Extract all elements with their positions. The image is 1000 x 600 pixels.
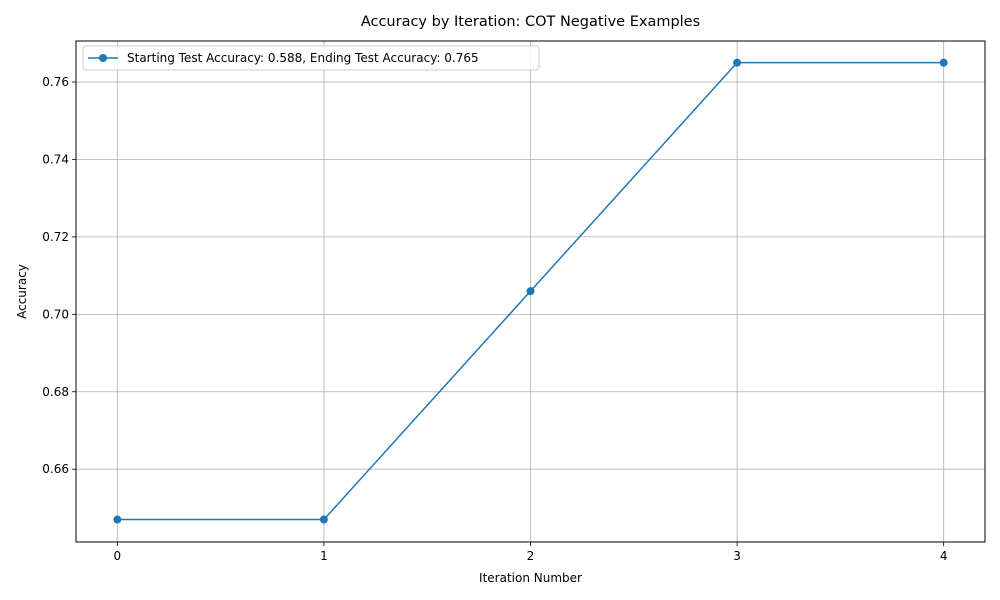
x-tick-label: 3 (733, 549, 741, 563)
legend: Starting Test Accuracy: 0.588, Ending Te… (82, 45, 540, 71)
x-tick-label: 1 (320, 549, 328, 563)
x-tick-label: 4 (940, 549, 948, 563)
y-tick-label: 0.74 (42, 152, 69, 166)
grid (76, 41, 985, 542)
series-layer (113, 58, 948, 524)
data-point (526, 287, 535, 296)
chart-title: Accuracy by Iteration: COT Negative Exam… (361, 14, 700, 30)
legend-box (82, 45, 540, 71)
y-tick-label: 0.76 (42, 75, 69, 89)
y-axis-label: Accuracy (15, 264, 29, 319)
data-point (733, 58, 742, 67)
y-tick-label: 0.72 (42, 230, 69, 244)
data-point (319, 515, 328, 524)
x-axis-label: Iteration Number (479, 571, 582, 585)
x-tick-label: 0 (113, 549, 121, 563)
data-point (939, 58, 948, 67)
legend-marker-swatch (99, 54, 107, 62)
legend-entry-label: Starting Test Accuracy: 0.588, Ending Te… (127, 51, 479, 65)
ticks: 0 1 2 3 4 0.66 0.68 0.70 0.72 0.74 0.76 (42, 75, 947, 563)
data-point (113, 515, 122, 524)
y-tick-label: 0.70 (42, 307, 69, 321)
x-tick-label: 2 (527, 549, 535, 563)
y-tick-label: 0.68 (42, 385, 69, 399)
y-tick-label: 0.66 (42, 462, 69, 476)
